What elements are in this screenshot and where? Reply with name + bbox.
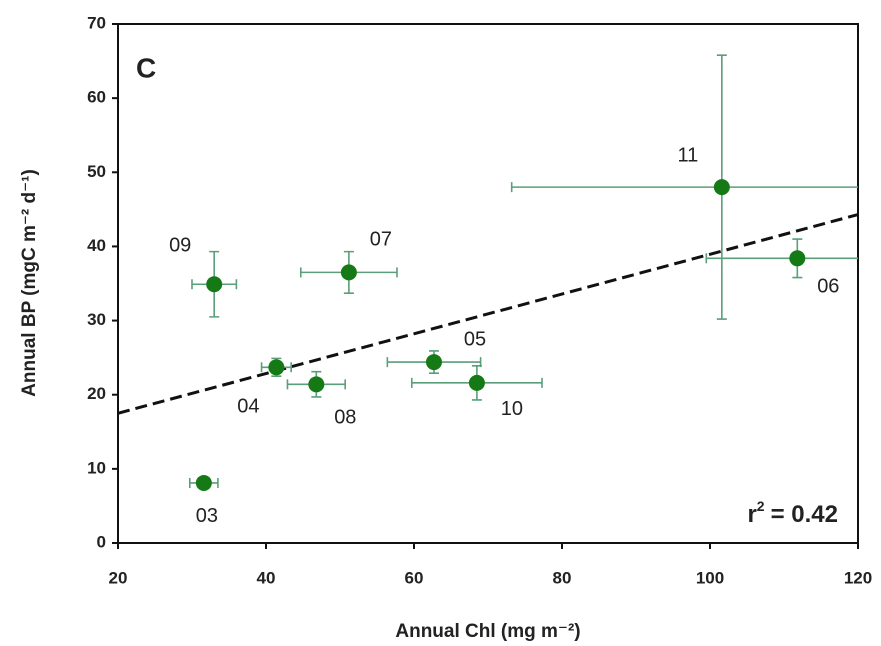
y-tick-label: 10 <box>87 458 106 477</box>
x-tick-label: 60 <box>405 568 424 587</box>
y-tick-label: 0 <box>97 532 106 551</box>
point <box>789 250 806 267</box>
point-label: 09 <box>169 235 191 257</box>
x-tick-label: 40 <box>257 568 276 587</box>
panel-label: C <box>136 52 156 83</box>
point-label: 07 <box>370 229 392 251</box>
x-axis-title: Annual Chl (mg m⁻²) <box>395 621 580 642</box>
point <box>206 276 223 293</box>
point-label: 08 <box>334 407 356 429</box>
fit-line <box>118 213 858 415</box>
point-label: 11 <box>677 144 698 166</box>
point <box>340 264 357 281</box>
x-tick-label: 120 <box>844 568 872 587</box>
point <box>268 359 285 376</box>
x-tick-label: 80 <box>553 568 572 587</box>
y-tick-label: 20 <box>87 384 106 403</box>
r-sup: 2 <box>757 498 765 514</box>
y-tick-label: 30 <box>87 310 106 329</box>
x-tick-label: 20 <box>109 568 128 587</box>
x-tick-label: 100 <box>696 568 724 587</box>
point-label: 03 <box>196 505 218 527</box>
r-value: = 0.42 <box>771 501 838 528</box>
point <box>468 374 485 391</box>
point <box>425 354 442 371</box>
r-base: r <box>747 501 756 528</box>
point-label: 10 <box>501 398 523 420</box>
x-error-bar <box>510 182 858 193</box>
point-label: 06 <box>817 276 839 298</box>
y-tick-label: 70 <box>87 13 106 32</box>
point <box>713 179 730 196</box>
point-label: 04 <box>237 396 259 418</box>
y-tick-label: 40 <box>87 236 106 255</box>
plot-area <box>118 54 858 491</box>
point <box>195 474 212 491</box>
point-label: 05 <box>464 328 486 350</box>
plot-frame <box>117 23 859 544</box>
y-tick-label: 60 <box>87 88 106 107</box>
point <box>308 376 325 393</box>
y-tick-label: 50 <box>87 162 106 181</box>
y-axis-title: Annual BP (mgC m⁻² d⁻¹) <box>19 169 40 397</box>
r-squared: r2 = 0.42 <box>747 498 838 529</box>
